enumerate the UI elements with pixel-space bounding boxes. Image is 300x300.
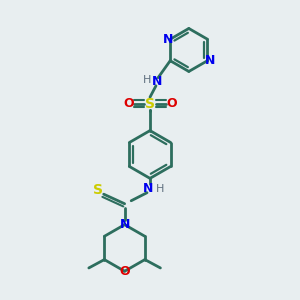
Text: N: N (205, 54, 215, 67)
Text: O: O (119, 265, 130, 278)
Text: S: S (145, 97, 155, 111)
Text: S: S (93, 183, 103, 197)
Text: N: N (119, 218, 130, 231)
Text: N: N (152, 75, 163, 88)
Text: O: O (166, 97, 177, 110)
Text: H: H (142, 75, 151, 85)
Text: H: H (156, 184, 165, 194)
Text: N: N (163, 33, 173, 46)
Text: N: N (143, 182, 154, 195)
Text: O: O (123, 97, 134, 110)
